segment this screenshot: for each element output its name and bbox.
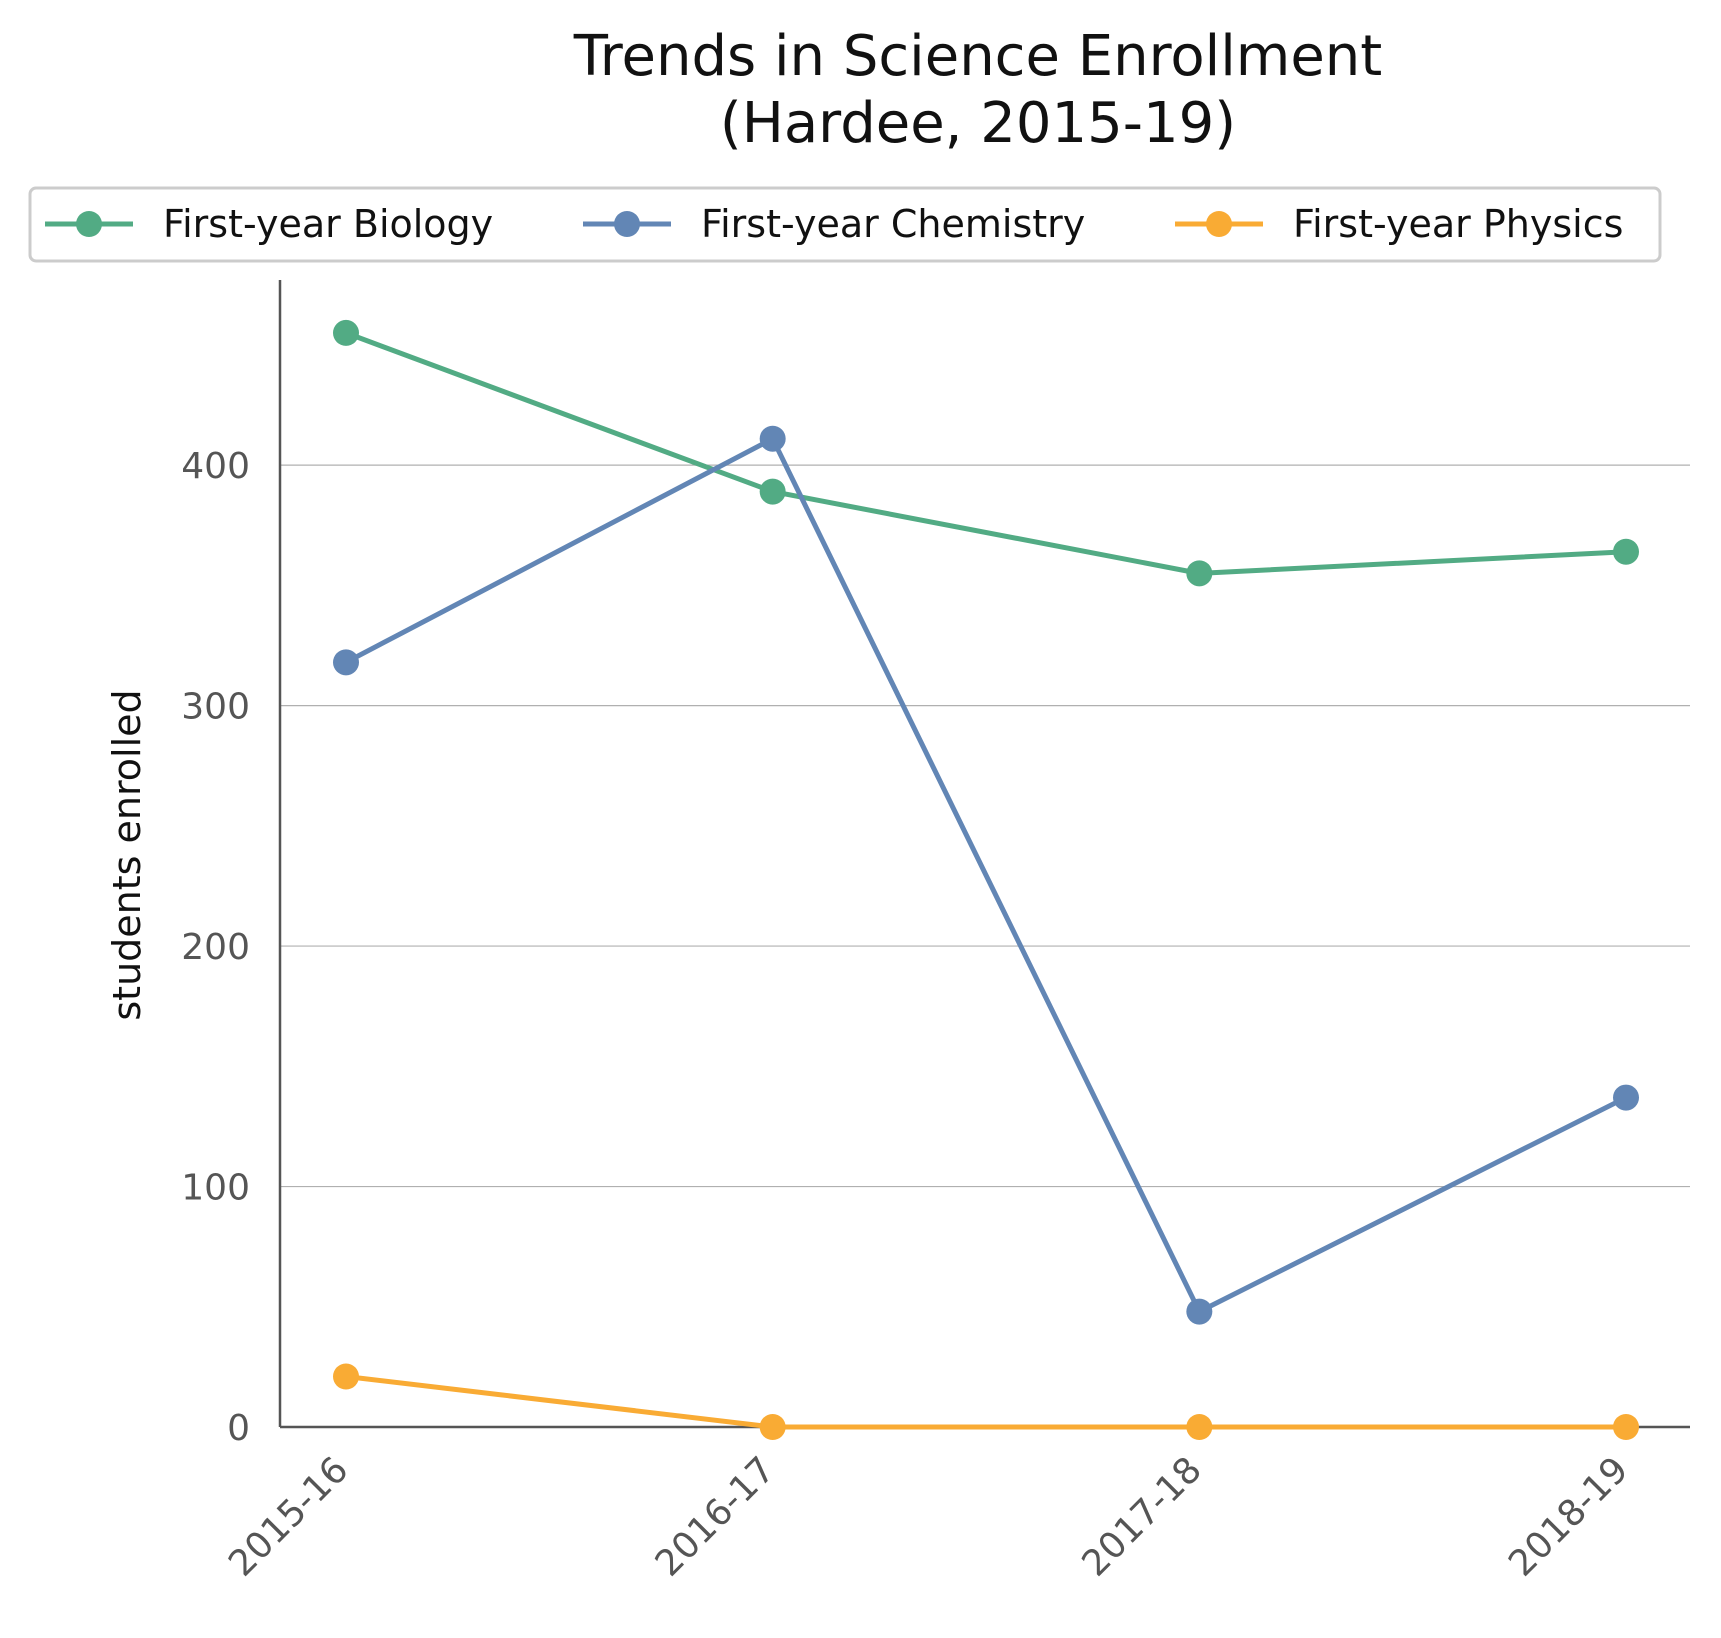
y-tick-label-100: 100	[181, 1168, 250, 1209]
y-tick-label-200: 200	[181, 927, 250, 968]
legend-marker	[1206, 211, 1232, 237]
data-point-2018-19	[1613, 1084, 1639, 1111]
x-tick-label-2018-19: 2018-19	[1501, 1449, 1636, 1584]
x-tick-label-2017-18: 2017-18	[1074, 1449, 1209, 1584]
legend: First-year Biology First-year Chemistry Fi…	[28, 186, 1662, 263]
data-point-2017-18	[1186, 1298, 1213, 1325]
data-series	[333, 319, 1639, 1440]
y-tick-label-300: 300	[181, 687, 250, 728]
chart-title-line-1: Trends in Science Enrollment	[573, 24, 1382, 89]
legend-marker	[76, 211, 102, 237]
data-point-2018-19	[1613, 538, 1639, 565]
legend-item-2: First-year Physics	[1175, 202, 1623, 246]
series-first-year-biology	[333, 319, 1639, 587]
x-tick-label-2016-17: 2016-17	[648, 1449, 783, 1584]
gridlines	[280, 464, 1690, 1188]
data-point-2017-18	[1186, 560, 1213, 587]
data-point-2016-17	[759, 478, 786, 505]
data-point-2016-17	[759, 425, 786, 452]
series-line	[343, 330, 1629, 576]
data-point-2015-16	[333, 1363, 359, 1390]
tick-labels: 0 100 200 300 400 2015-16 2016-17 2017-18 2018-1…	[181, 446, 1636, 1584]
y-axis-label: students enrolled	[105, 689, 149, 1020]
chart-title-line-2: (Hardee, 2015-19)	[720, 91, 1236, 156]
series-first-year-chemistry	[333, 425, 1639, 1325]
x-tick-label-2015-16: 2015-16	[221, 1449, 356, 1584]
legend-items: First-year Biology First-year Chemistry Fi…	[45, 202, 1623, 246]
series-line	[343, 1374, 1629, 1430]
legend-marker	[614, 211, 640, 237]
series-line	[343, 436, 1629, 1315]
y-tick-label-400: 400	[181, 446, 250, 487]
data-point-2018-19	[1613, 1414, 1639, 1440]
series-first-year-physics	[333, 1363, 1639, 1440]
data-point-2015-16	[333, 649, 359, 676]
legend-frame	[28, 186, 1662, 263]
chart-title: Trends in Science Enrollment (Hardee, 20…	[573, 24, 1382, 156]
legend-item-0: First-year Biology	[45, 202, 493, 246]
legend-label: First-year Physics	[1293, 202, 1623, 246]
y-tick-label-0: 0	[227, 1408, 250, 1449]
legend-label: First-year Chemistry	[701, 202, 1085, 246]
axes	[278, 280, 1690, 1429]
legend-label: First-year Biology	[163, 202, 493, 246]
data-point-2015-16	[333, 319, 359, 346]
legend-item-1: First-year Chemistry	[583, 202, 1085, 246]
data-point-2016-17	[759, 1414, 786, 1440]
data-point-2017-18	[1186, 1414, 1213, 1440]
